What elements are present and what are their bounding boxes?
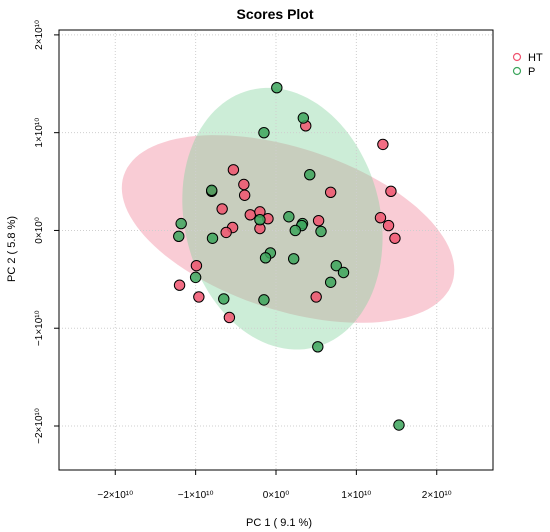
point-ht-2	[227, 164, 240, 176]
x-tick-label-2: 0×10⁰	[263, 490, 290, 501]
point-ht-13	[324, 186, 337, 199]
y-tick-label-3: 1×10¹⁰	[34, 118, 45, 148]
point-p-19	[324, 276, 337, 288]
y-axis-label: PC 2 ( 5.8 %)	[6, 216, 18, 282]
point-ht-16	[382, 219, 395, 232]
point-p-3	[304, 169, 316, 181]
point-ht-5	[238, 189, 251, 201]
point-p-2	[258, 126, 270, 139]
point-p-24	[393, 419, 405, 431]
point-ht-15	[374, 212, 387, 224]
point-p-7	[206, 232, 219, 244]
point-p-18	[337, 266, 350, 279]
y-tick-label-0: −2×10¹⁰	[34, 408, 45, 444]
x-tick-label-0: −2×10¹⁰	[97, 490, 133, 501]
y-tick-label-2: 0×10⁰	[34, 217, 45, 244]
point-p-5	[175, 217, 187, 230]
point-p-8	[283, 211, 295, 223]
y-tick-label-4: 2×10¹⁰	[34, 20, 45, 50]
point-p-17	[330, 259, 342, 272]
point-p-22	[258, 294, 270, 306]
point-ht-19	[190, 259, 203, 272]
point-p-16	[287, 253, 300, 265]
point-ht-22	[223, 311, 236, 324]
y-tick-label-1: −1×10¹⁰	[34, 310, 45, 346]
point-p-6	[173, 230, 185, 243]
point-p-1	[297, 112, 310, 124]
point-p-21	[218, 293, 230, 305]
data-points	[173, 81, 405, 431]
legend: HT P	[512, 52, 543, 78]
point-ht-17	[389, 232, 401, 244]
point-ht-20	[173, 279, 186, 291]
x-tick-label-3: 1×10¹⁰	[341, 490, 371, 501]
grid-lines	[59, 30, 493, 470]
x-axis-ticks: −2×10¹⁰ −1×10¹⁰ 0×10⁰ 1×10¹⁰ 2×10¹⁰	[97, 470, 452, 501]
x-axis-label: PC 1 ( 9.1 %)	[246, 517, 312, 529]
point-p-20	[189, 271, 202, 284]
legend-marker-ht	[512, 52, 522, 62]
x-tick-label-4: 2×10¹⁰	[422, 490, 452, 501]
point-p-23	[312, 341, 324, 353]
ellipse-ht	[121, 135, 455, 323]
point-ht-14	[385, 185, 397, 198]
ellipse-p	[182, 87, 383, 350]
point-p-4	[206, 184, 218, 197]
x-tick-label-1: −1×10¹⁰	[178, 490, 214, 501]
point-ht-21	[193, 291, 205, 303]
point-p-0	[271, 81, 283, 94]
point-ht-3	[238, 178, 250, 191]
point-p-12	[289, 224, 301, 237]
point-ht-1	[377, 138, 389, 151]
y-axis-ticks: −2×10¹⁰ −1×10¹⁰ 0×10⁰ 1×10¹⁰ 2×10¹⁰	[34, 20, 59, 444]
legend-marker-p	[512, 66, 522, 76]
point-p-9	[254, 213, 266, 226]
point-ht-18	[312, 214, 325, 227]
point-p-15	[259, 252, 272, 264]
chart-title: Scores Plot	[236, 6, 313, 22]
point-ht-12	[220, 226, 232, 239]
point-ht-23	[310, 291, 322, 303]
legend-label-p: P	[528, 66, 535, 78]
point-ht-7	[244, 209, 256, 221]
point-ht-6	[216, 203, 228, 215]
point-p-13	[315, 225, 327, 238]
legend-label-ht: HT	[528, 52, 543, 64]
